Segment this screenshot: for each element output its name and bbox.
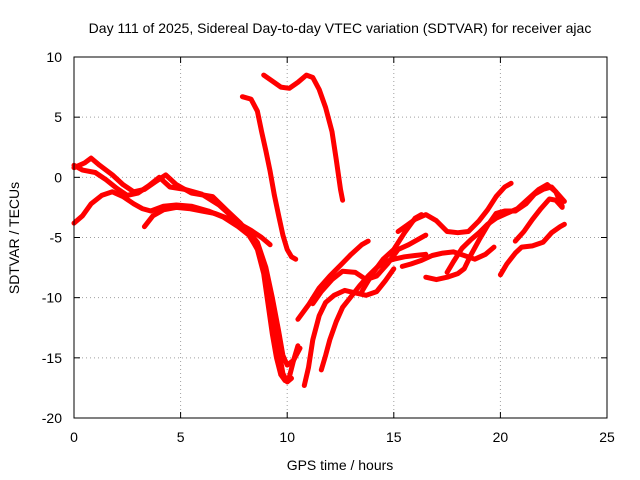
grid-lines [74,57,607,418]
y-tick-label: -15 [42,350,62,366]
series-arc-7 [301,266,397,388]
x-tick-label: 15 [386,429,402,445]
y-axis-label: SDTVAR / TECUs [6,182,22,294]
series-arc-14 [423,184,567,283]
x-tick-label: 0 [70,429,78,445]
series-arc-17 [512,196,565,244]
series-arc-3 [71,189,294,385]
y-tick-label: -5 [50,230,63,246]
series-arc-2 [71,162,303,368]
series-arc-6 [261,72,346,203]
series-arc-5 [239,94,299,262]
series-arc-9 [295,238,371,322]
y-tick-label: 0 [54,169,62,185]
y-tick-label: 5 [54,109,62,125]
x-tick-label: 10 [279,429,295,445]
axis-ticks: 0 5 10 15 20 25 -20 -15 -10 -5 0 5 10 [42,49,615,445]
x-tick-label: 25 [599,429,615,445]
y-tick-label: -10 [42,290,62,306]
x-tick-label: 20 [493,429,509,445]
x-tick-label: 5 [177,429,185,445]
series-arc-13 [395,180,514,236]
chart-title: Day 111 of 2025, Sidereal Day-to-day VTE… [89,20,592,36]
series-arc-12 [399,244,497,269]
series-arc-15 [444,182,565,275]
plot-frame [73,56,608,419]
data-series [71,72,567,388]
y-tick-label: -20 [42,410,62,426]
x-axis-label: GPS time / hours [287,457,394,473]
series-arc-4 [141,204,273,248]
series-arc-16 [497,221,567,278]
series-arc-11 [359,212,424,295]
y-tick-label: 10 [46,49,62,65]
